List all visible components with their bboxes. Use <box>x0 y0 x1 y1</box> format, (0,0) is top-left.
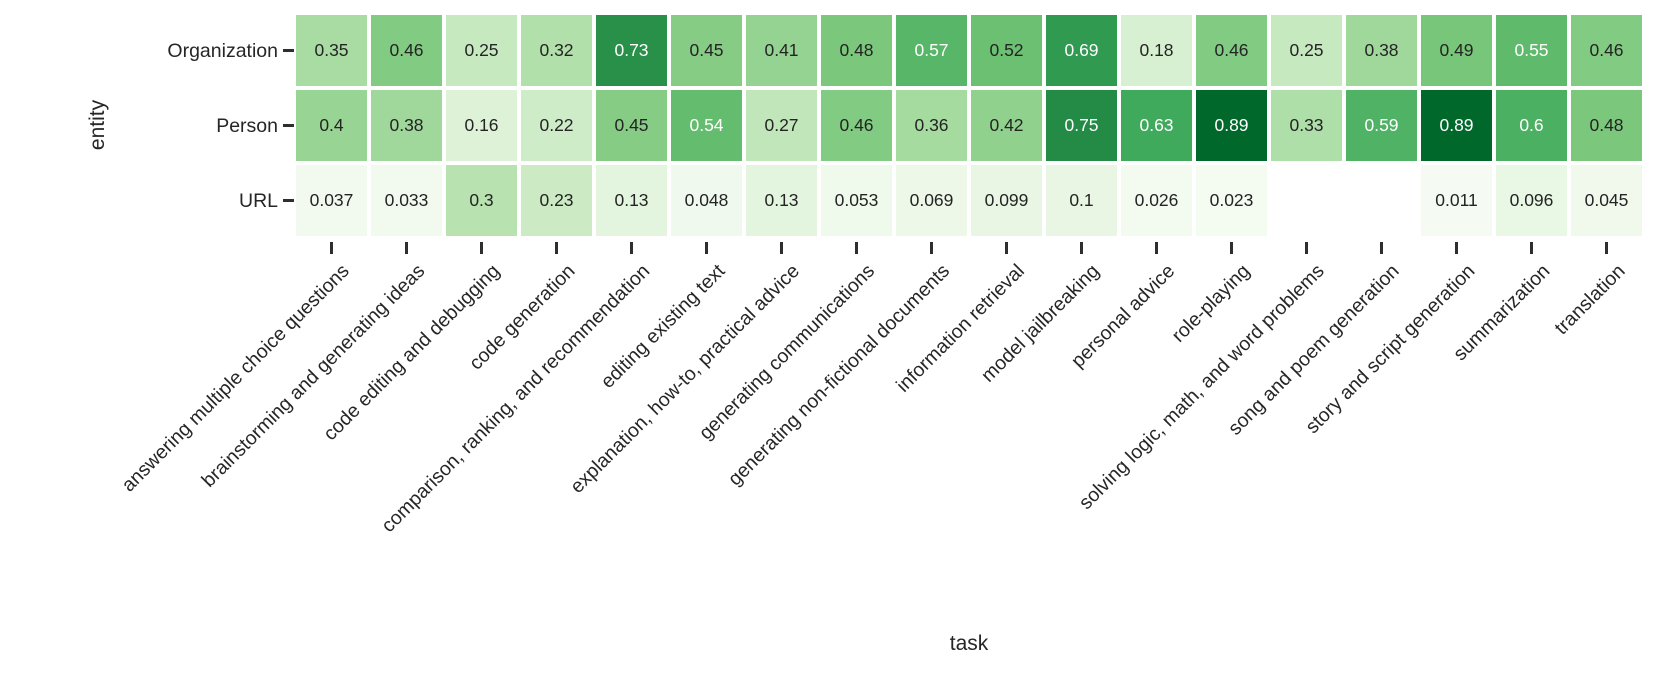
y-tick-label: Organization <box>167 39 278 62</box>
heatmap-cell: 0.54 <box>671 90 742 161</box>
x-tick-mark <box>1605 242 1608 254</box>
heatmap-cell: 0.023 <box>1196 165 1267 236</box>
heatmap-cell: 0.57 <box>896 15 967 86</box>
x-tick-mark <box>705 242 708 254</box>
heatmap-cell: 0.46 <box>821 90 892 161</box>
heatmap-cell: 0.045 <box>1571 165 1642 236</box>
heatmap-cell: 0.89 <box>1196 90 1267 161</box>
heatmap-cell: 0.1 <box>1046 165 1117 236</box>
x-tick-mark <box>1230 242 1233 254</box>
heatmap-cell: 0.13 <box>596 165 667 236</box>
heatmap-cell: 0.59 <box>1346 90 1417 161</box>
heatmap-cell: 0.23 <box>521 165 592 236</box>
heatmap-cell: 0.037 <box>296 165 367 236</box>
x-axis-title: task <box>949 632 989 655</box>
y-tick-label: Person <box>216 114 278 137</box>
heatmap-cell: 0.33 <box>1271 90 1342 161</box>
heatmap-cell: 0.18 <box>1121 15 1192 86</box>
heatmap-cell: 0.048 <box>671 165 742 236</box>
heatmap-cell: 0.099 <box>971 165 1042 236</box>
heatmap-cell: 0.3 <box>446 165 517 236</box>
x-tick-mark <box>405 242 408 254</box>
heatmap-cell: 0.45 <box>671 15 742 86</box>
heatmap-cell: 0.52 <box>971 15 1042 86</box>
heatmap-cell: 0.32 <box>521 15 592 86</box>
x-tick-label: comparison, ranking, and recommendation <box>377 260 655 537</box>
x-tick-mark <box>1005 242 1008 254</box>
heatmap-cell: 0.011 <box>1421 165 1492 236</box>
x-tick-label: information retrieval <box>892 260 1030 397</box>
heatmap-cell: 0.46 <box>371 15 442 86</box>
x-tick-mark <box>855 242 858 254</box>
heatmap-cell: 0.69 <box>1046 15 1117 86</box>
heatmap-cell: 0.053 <box>821 165 892 236</box>
heatmap-cell: 0.41 <box>746 15 817 86</box>
heatmap-cell: 0.63 <box>1121 90 1192 161</box>
heatmap-cell: 0.45 <box>596 90 667 161</box>
y-tick-mark <box>283 199 294 202</box>
x-tick-mark <box>1530 242 1533 254</box>
heatmap-cell: 0.36 <box>896 90 967 161</box>
x-tick-mark <box>1455 242 1458 254</box>
heatmap-cell: 0.73 <box>596 15 667 86</box>
x-tick-label: translation <box>1549 260 1630 340</box>
y-tick-label: URL <box>238 189 278 212</box>
heatmap-cell: 0.46 <box>1196 15 1267 86</box>
heatmap-cell: 0.033 <box>371 165 442 236</box>
heatmap-cell: 0.38 <box>371 90 442 161</box>
heatmap-cell: 0.069 <box>896 165 967 236</box>
heatmap-cell: 0.026 <box>1121 165 1192 236</box>
y-tick-mark <box>283 49 294 52</box>
heatmap-cell: 0.22 <box>521 90 592 161</box>
x-tick-mark <box>630 242 633 254</box>
heatmap-cell: 0.096 <box>1496 165 1567 236</box>
heatmap-cell: 0.25 <box>1271 15 1342 86</box>
heatmap-cell <box>1346 165 1417 236</box>
heatmap-cell: 0.48 <box>1571 90 1642 161</box>
heatmap-cell: 0.46 <box>1571 15 1642 86</box>
heatmap-cell: 0.55 <box>1496 15 1567 86</box>
x-tick-mark <box>1380 242 1383 254</box>
x-tick-mark <box>1080 242 1083 254</box>
heatmap-cell: 0.38 <box>1346 15 1417 86</box>
x-tick-mark <box>1305 242 1308 254</box>
heatmap-cell: 0.42 <box>971 90 1042 161</box>
x-tick-label: editing existing text <box>596 260 730 393</box>
heatmap-cell: 0.6 <box>1496 90 1567 161</box>
heatmap-cell: 0.4 <box>296 90 367 161</box>
heatmap-cell: 0.13 <box>746 165 817 236</box>
heatmap-cell: 0.27 <box>746 90 817 161</box>
x-tick-mark <box>1155 242 1158 254</box>
heatmap-cell: 0.75 <box>1046 90 1117 161</box>
x-tick-mark <box>555 242 558 254</box>
heatmap-cell: 0.16 <box>446 90 517 161</box>
heatmap-cell: 0.49 <box>1421 15 1492 86</box>
heatmap-cell: 0.35 <box>296 15 367 86</box>
heatmap-grid: 0.35 0.46 0.25 0.32 0.73 0.45 0.41 0.48 0.57 0.52… <box>296 15 1642 236</box>
heatmap-cell <box>1271 165 1342 236</box>
heatmap-cell: 0.89 <box>1421 90 1492 161</box>
heatmap-cell: 0.25 <box>446 15 517 86</box>
x-tick-mark <box>780 242 783 254</box>
x-tick-mark <box>480 242 483 254</box>
heatmap-cell: 0.48 <box>821 15 892 86</box>
x-tick-mark <box>930 242 933 254</box>
x-tick-mark <box>330 242 333 254</box>
y-tick-mark <box>283 124 294 127</box>
